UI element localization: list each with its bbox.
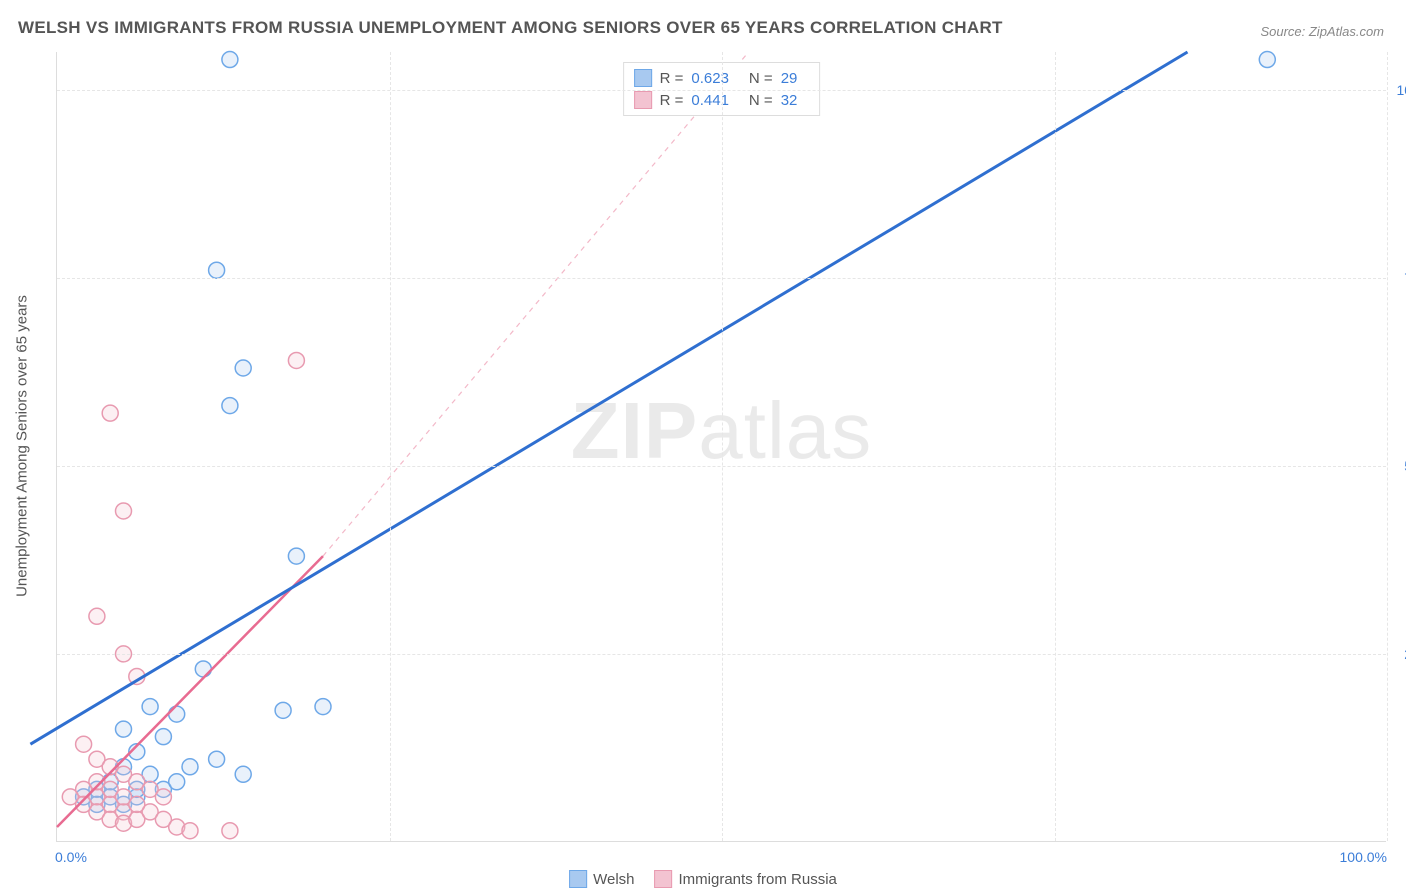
legend-n-value: 32 (781, 92, 798, 109)
data-point (102, 405, 118, 421)
data-point (222, 52, 238, 68)
data-point (1259, 52, 1275, 68)
y-tick-label: 100.0% (1392, 82, 1406, 98)
data-point (116, 503, 132, 519)
trend-line (57, 556, 323, 827)
source-label: Source: ZipAtlas.com (1260, 24, 1384, 39)
data-point (182, 823, 198, 839)
data-point (222, 823, 238, 839)
legend-bottom-item: Immigrants from Russia (655, 870, 837, 888)
x-tick-label: 0.0% (55, 849, 87, 865)
gridline-v (1387, 52, 1388, 841)
data-point (155, 729, 171, 745)
chart-title: WELSH VS IMMIGRANTS FROM RUSSIA UNEMPLOY… (18, 18, 1003, 38)
data-point (182, 759, 198, 775)
data-point (116, 721, 132, 737)
legend-swatch (634, 69, 652, 87)
legend-n-label: N = (749, 92, 773, 109)
legend-bottom: Welsh Immigrants from Russia (569, 870, 837, 888)
data-point (288, 352, 304, 368)
data-point (288, 548, 304, 564)
data-point (169, 774, 185, 790)
legend-r-label: R = (660, 70, 684, 87)
y-tick-label: 25.0% (1392, 646, 1406, 662)
data-point (89, 608, 105, 624)
legend-n-label: N = (749, 70, 773, 87)
plot-area: ZIPatlas R =0.623N =29R =0.441N =32 25.0… (56, 52, 1386, 842)
data-point (169, 706, 185, 722)
legend-bottom-item: Welsh (569, 870, 634, 888)
data-point (315, 699, 331, 715)
data-point (76, 736, 92, 752)
legend-r-label: R = (660, 92, 684, 109)
trend-line (323, 52, 749, 556)
data-point (235, 360, 251, 376)
data-point (235, 766, 251, 782)
y-tick-label: 50.0% (1392, 458, 1406, 474)
y-axis-title: Unemployment Among Seniors over 65 years (14, 295, 31, 597)
x-tick-label: 100.0% (1340, 849, 1387, 865)
data-point (195, 661, 211, 677)
legend-r-value: 0.623 (691, 70, 729, 87)
y-tick-label: 75.0% (1392, 270, 1406, 286)
legend-r-value: 0.441 (691, 92, 729, 109)
data-point (222, 398, 238, 414)
gridline-v (1055, 52, 1056, 841)
data-point (209, 751, 225, 767)
data-point (155, 789, 171, 805)
legend-swatch (634, 91, 652, 109)
legend-swatch (569, 870, 587, 888)
data-point (142, 699, 158, 715)
legend-swatch (655, 870, 673, 888)
data-point (275, 702, 291, 718)
trend-line (30, 52, 1187, 744)
legend-bottom-label: Welsh (593, 871, 634, 888)
data-point (129, 796, 145, 812)
gridline-v (722, 52, 723, 841)
legend-bottom-label: Immigrants from Russia (679, 871, 837, 888)
legend-n-value: 29 (781, 70, 798, 87)
gridline-v (390, 52, 391, 841)
data-point (209, 262, 225, 278)
